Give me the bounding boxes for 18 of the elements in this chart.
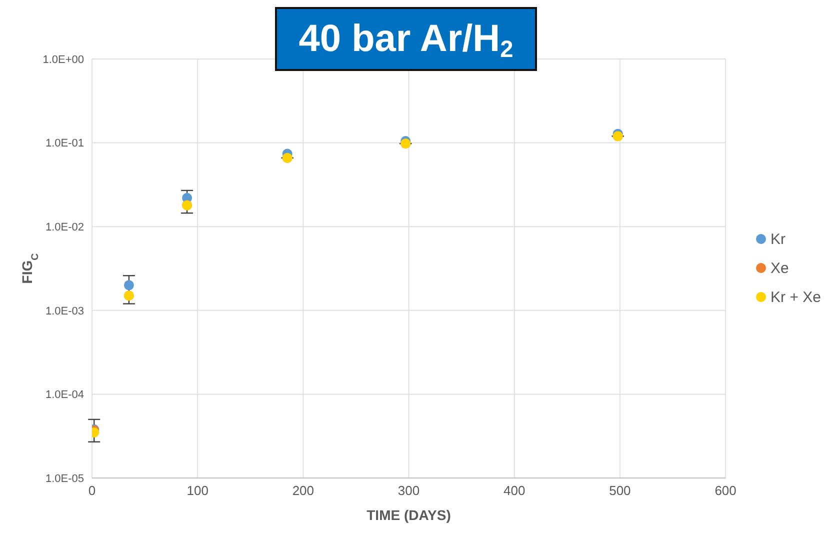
x-tick-label: 500 xyxy=(609,483,631,498)
y-tick-label: 1.0E-05 xyxy=(45,472,84,485)
x-tick-label: 300 xyxy=(398,483,420,498)
legend-label: Xe xyxy=(770,260,789,276)
x-tick-label: 100 xyxy=(186,483,208,498)
x-axis-title: TIME (DAYS) xyxy=(366,507,451,523)
x-tick-label: 200 xyxy=(292,483,314,498)
legend-label: Kr xyxy=(770,230,786,248)
y-tick-label: 1.0E-04 xyxy=(45,389,84,402)
y-tick-label: 1.0E-03 xyxy=(45,305,84,318)
legend-label: Kr + Xe xyxy=(770,288,821,306)
x-tick-label: 400 xyxy=(504,483,526,498)
y-tick-label: 1.0E+00 xyxy=(42,54,84,66)
x-tick-label: 600 xyxy=(714,483,736,498)
x-tick-label: 0 xyxy=(88,483,96,498)
y-tick-label: 1.0E-01 xyxy=(45,138,84,150)
y-tick-label: 1.0E-02 xyxy=(45,222,84,234)
point xyxy=(124,280,134,290)
